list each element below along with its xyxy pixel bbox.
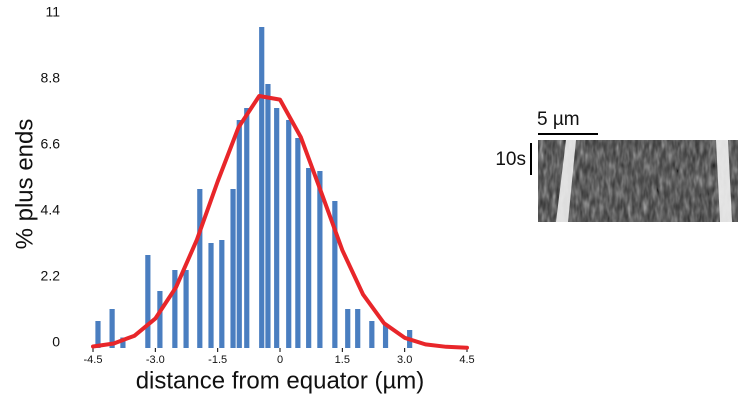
figure: 0 2.2 4.4 6.6 8.8 11 -4.5 -3.0 -1.5 0 1.5 3.0 4.5 di… [0,0,741,396]
y-tick-label: 0 [52,334,60,350]
bar [244,108,249,348]
bar [183,270,188,348]
time-bar-label: 10s [495,149,526,170]
bar [295,138,300,348]
y-tick-label: 4.4 [41,202,61,218]
y-tick-label: 11 [45,4,60,20]
x-tick-label: 0 [277,354,283,366]
histogram: 0 2.2 4.4 6.6 8.8 11 -4.5 -3.0 -1.5 0 1.5 3.0 4.5 [41,4,475,366]
kymograph-inset: 5 µm 10s [495,109,738,222]
x-tick-label: 4.5 [459,354,474,366]
y-tick-label: 6.6 [41,136,61,152]
bar [259,27,264,348]
bar [219,240,224,348]
scale-bar-label: 5 µm [537,109,580,130]
x-tick-label: -4.5 [84,354,103,366]
x-tick-label: 3.0 [397,354,412,366]
x-axis-label: distance from equator (µm) [136,367,425,394]
bar [208,243,213,348]
x-tick-label: -3.0 [146,354,165,366]
bar [157,291,162,348]
bar [306,168,311,348]
bar [230,189,235,348]
bar [265,84,270,348]
bar [286,120,291,348]
y-tick-label: 2.2 [41,268,61,284]
bar [355,309,360,348]
x-tick-label: -1.5 [208,354,227,366]
bar [345,309,350,348]
bar [274,108,279,348]
y-tick-label: 8.8 [41,70,61,86]
bar [369,321,374,348]
bar [237,120,242,348]
bar [197,189,202,348]
y-axis-label: % plus ends [11,119,38,250]
bar [145,255,150,348]
x-tick-label: 1.5 [335,354,350,366]
